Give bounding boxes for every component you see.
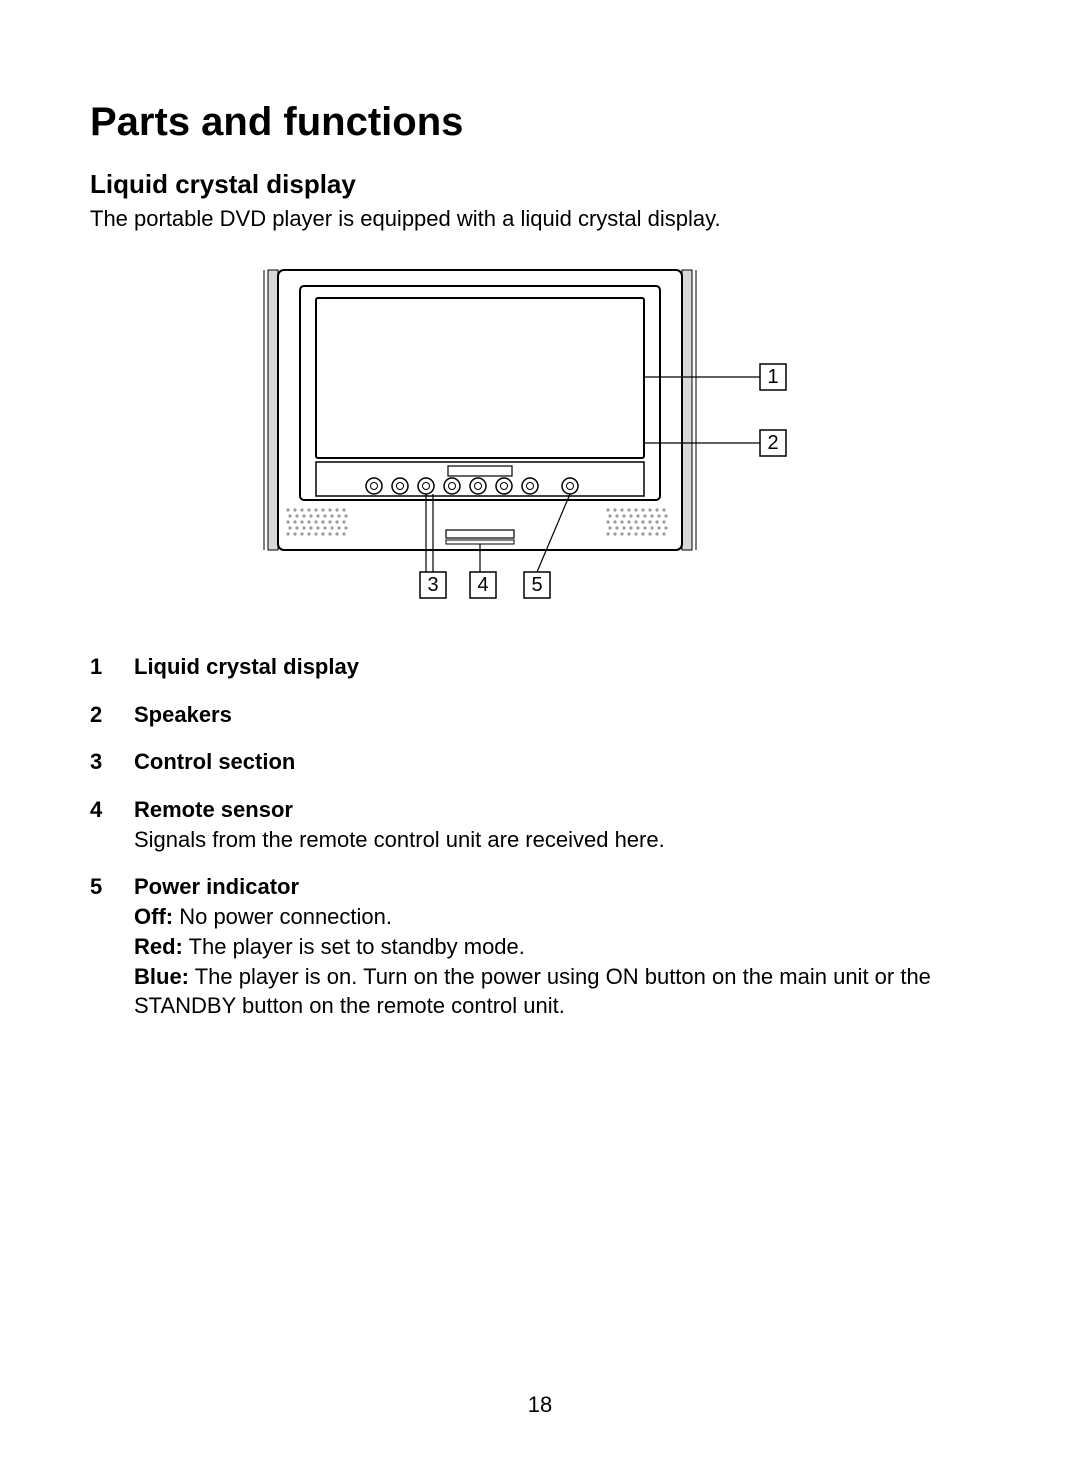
item-state-line: Red: The player is set to standby mode. <box>134 932 990 962</box>
item-number: 3 <box>90 747 134 777</box>
item-label: Power indicator <box>134 874 299 899</box>
state-name: Off: <box>134 904 173 929</box>
state-text: The player is set to standby mode. <box>183 934 525 959</box>
parts-list-item: 1Liquid crystal display <box>90 652 990 682</box>
parts-list: 1Liquid crystal display2Speakers3Control… <box>90 652 990 1021</box>
state-name: Red: <box>134 934 183 959</box>
state-text: The player is on. Turn on the power usin… <box>134 964 931 1019</box>
item-number: 1 <box>90 652 134 682</box>
parts-list-item: 4Remote sensor Signals from the remote co… <box>90 795 990 854</box>
intro-text: The portable DVD player is equipped with… <box>90 206 990 232</box>
item-label: Liquid crystal display <box>134 654 359 679</box>
svg-text:1: 1 <box>767 366 778 388</box>
svg-text:4: 4 <box>477 574 488 596</box>
item-state-line: Off: No power connection. <box>134 902 990 932</box>
svg-text:3: 3 <box>427 574 438 596</box>
item-body: Power indicator Off: No power connection.… <box>134 872 990 1020</box>
device-diagram: 1 2 3 4 5 <box>90 262 990 602</box>
section-heading: Liquid crystal display <box>90 169 990 200</box>
item-body: Liquid crystal display <box>134 652 359 682</box>
parts-list-item: 2Speakers <box>90 700 990 730</box>
item-number: 5 <box>90 872 134 1020</box>
state-text: No power connection. <box>173 904 392 929</box>
item-number: 2 <box>90 700 134 730</box>
item-description: Signals from the remote control unit are… <box>134 827 665 852</box>
item-body: Control section <box>134 747 295 777</box>
page-title: Parts and functions <box>90 100 990 145</box>
parts-list-item: 3Control section <box>90 747 990 777</box>
state-name: Blue: <box>134 964 189 989</box>
item-label: Remote sensor <box>134 797 293 822</box>
page-number: 18 <box>0 1392 1080 1418</box>
parts-list-item: 5Power indicator Off: No power connection… <box>90 872 990 1020</box>
svg-text:2: 2 <box>767 432 778 454</box>
item-label: Control section <box>134 749 295 774</box>
item-state-line: Blue: The player is on. Turn on the powe… <box>134 962 990 1021</box>
item-label: Speakers <box>134 702 232 727</box>
svg-text:5: 5 <box>531 574 542 596</box>
item-body: Remote sensor Signals from the remote con… <box>134 795 665 854</box>
item-number: 4 <box>90 795 134 854</box>
item-body: Speakers <box>134 700 232 730</box>
